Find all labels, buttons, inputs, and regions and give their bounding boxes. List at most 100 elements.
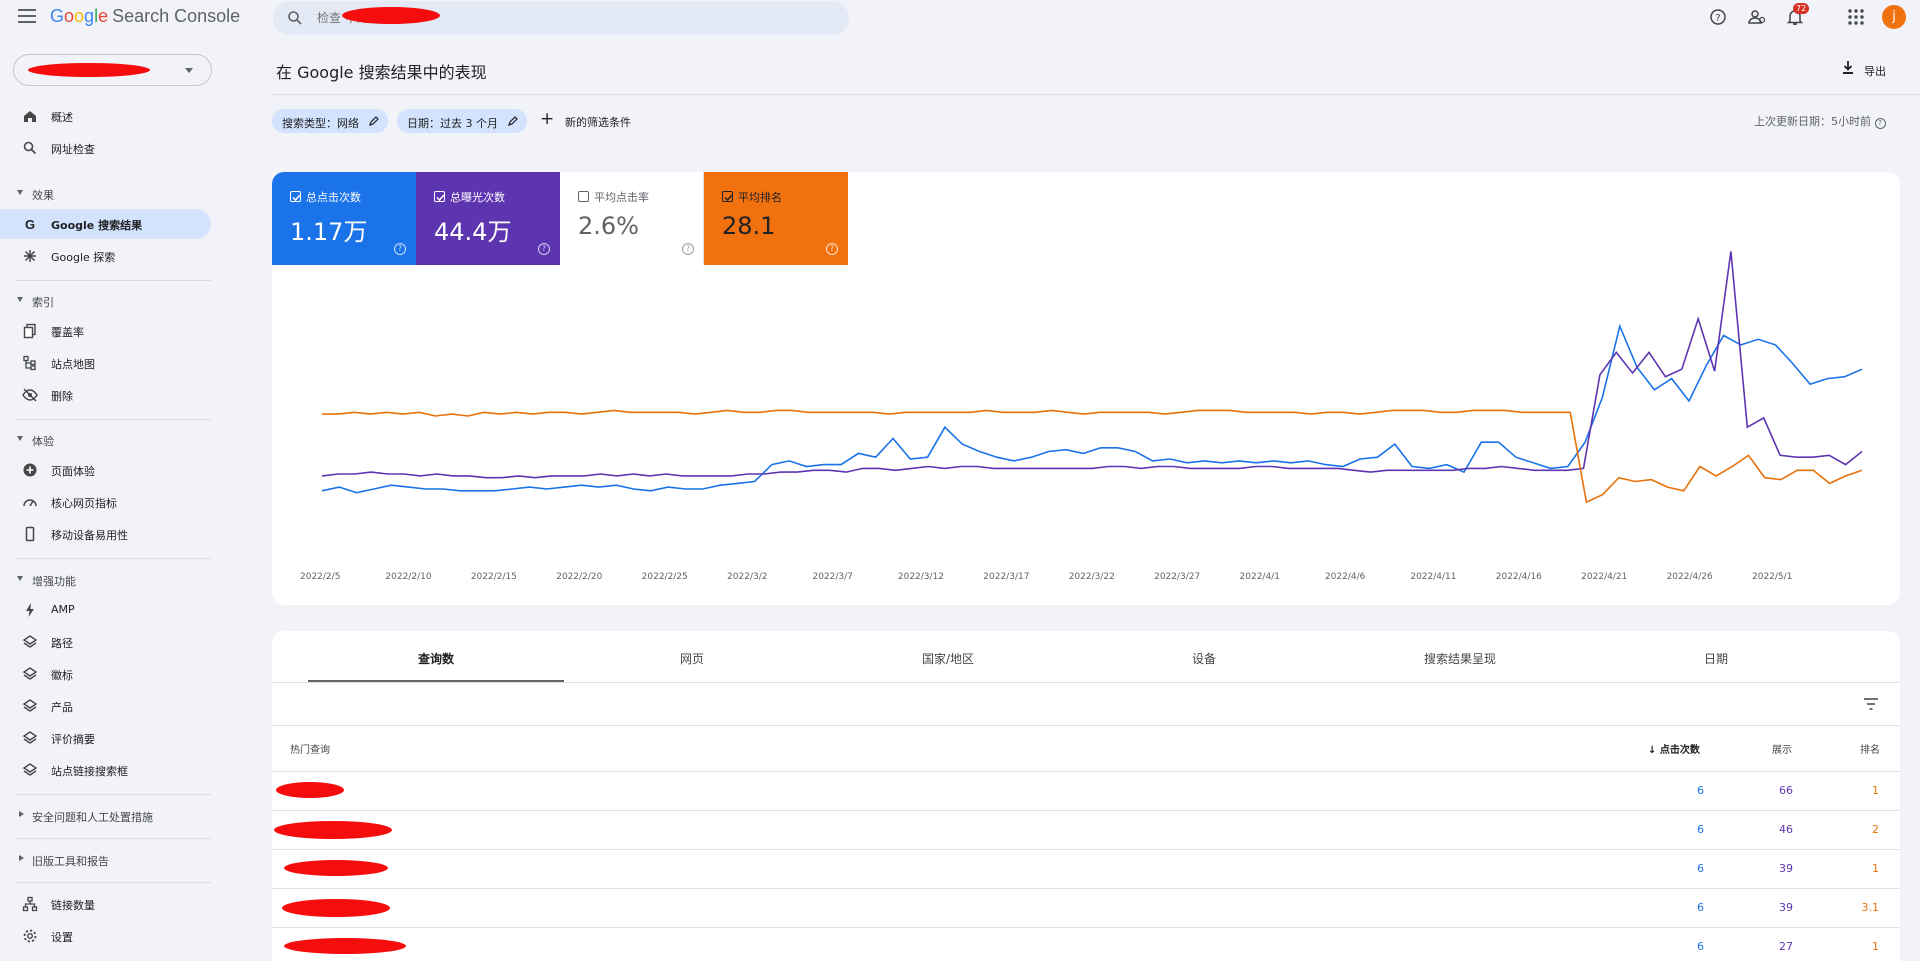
sidebar-item-mobile-usability[interactable]: 移动设备易用性 [0,519,211,549]
logo-letter: e [98,6,109,26]
pencil-icon [508,116,518,126]
sidebar-item-removals[interactable]: 删除 [0,380,211,410]
x-tick-label: 2022/4/11 [1410,572,1457,582]
help-icon[interactable]: ? [826,243,838,255]
table-row[interactable]: 6 46 2 [272,811,1900,850]
metric-total-clicks[interactable]: 总点击次数 1.17万 ? [272,172,416,265]
sidebar-item-logos[interactable]: 徽标 [0,659,211,689]
sidebar-item-settings[interactable]: 设置 [0,921,211,951]
sidebar-item-google-search-results[interactable]: G Google 搜索结果 [0,209,211,239]
help-icon[interactable]: ? [1709,8,1727,26]
asterisk-icon [24,250,36,262]
divider [272,927,1900,928]
cell-impressions: 66 [1779,784,1793,797]
sidebar-item-products[interactable]: 产品 [0,691,211,721]
product-name: Search Console [112,6,241,26]
table-row[interactable]: 6 39 1 [272,850,1900,889]
column-header-position[interactable]: 排名 [1860,745,1880,756]
section-label: 索引 [32,296,54,309]
sidebar-item-google-discover[interactable]: Google 探索 [0,241,211,271]
sidebar-item-sitemaps[interactable]: 站点地图 [0,348,211,378]
sidebar-section-legacy-tools[interactable]: 旧版工具和报告 [0,847,211,871]
column-header-clicks[interactable]: ↓ 点击次数 [1648,741,1700,756]
sidebar-item-sitelinks-searchbox[interactable]: 站点链接搜索框 [0,755,211,785]
plus-icon: + [540,109,555,129]
x-tick-label: 2022/2/10 [385,572,432,582]
sidebar-section-security[interactable]: 安全问题和人工处置措施 [0,803,211,827]
cell-position: 1 [1872,784,1879,797]
export-button[interactable]: 导出 [1840,59,1900,79]
sidebar-item-amp[interactable]: AMP [0,595,211,625]
search-input[interactable] [317,9,817,27]
table-row[interactable]: 6 66 1 [272,772,1900,811]
series-line-1 [321,251,1863,479]
tab-queries[interactable]: 查询数 [308,631,564,682]
sidebar-section-index[interactable]: 索引 [0,288,211,312]
sidebar-item-breadcrumbs[interactable]: 路径 [0,627,211,657]
metric-value: 28.1 [722,212,776,240]
phone-icon [25,526,35,542]
help-icon[interactable]: ? [682,243,694,255]
sidebar-item-url-inspection[interactable]: 网址检查 [0,133,211,163]
help-icon[interactable]: ? [1874,118,1886,129]
divider [272,771,1900,772]
layers-icon [22,667,38,680]
cell-position: 1 [1872,862,1879,875]
sidebar-item-label: 评价摘要 [51,733,95,746]
metric-avg-ctr[interactable]: 平均点击率 2.6% ? [560,172,704,265]
section-label: 旧版工具和报告 [32,855,109,868]
manage-users-icon[interactable] [1748,8,1766,26]
x-tick-label: 2022/3/22 [1068,572,1115,582]
cell-impressions: 39 [1779,862,1793,875]
sidebar-item-label: 路径 [51,637,73,650]
filter-chip-date[interactable]: 日期：过去 3 个月 [397,109,527,133]
last-updated-label: 上次更新日期：5小时前 [1754,115,1871,128]
apps-grid-icon[interactable] [1847,8,1865,26]
app-logo[interactable]: Google Search Console [50,6,240,27]
section-label: 体验 [32,435,54,448]
property-selector[interactable] [13,54,212,86]
url-inspect-search[interactable] [273,1,849,35]
sidebar-item-coverage[interactable]: 覆盖率 [0,316,211,346]
checkbox-unchecked-icon [578,191,589,202]
sidebar-item-page-experience[interactable]: 页面体验 [0,455,211,485]
tab-countries[interactable]: 国家/地区 [820,631,1076,682]
filter-chip-search-type[interactable]: 搜索类型：网络 [272,109,388,133]
tab-search-appearance[interactable]: 搜索结果呈现 [1332,631,1588,682]
sidebar-section-enhancements[interactable]: 增强功能 [0,567,211,591]
layers-icon [22,635,38,648]
sidebar-section-experience[interactable]: 体验 [0,427,211,451]
x-tick-label: 2022/2/20 [556,572,603,582]
layers-icon [22,731,38,744]
menu-icon[interactable] [18,9,36,23]
download-icon [1843,61,1853,74]
metric-avg-position[interactable]: 平均排名 28.1 ? [704,172,848,265]
table-row[interactable]: 6 27 1 [272,928,1900,961]
metric-total-impressions[interactable]: 总曝光次数 44.4万 ? [416,172,560,265]
sidebar-item-label: 页面体验 [51,465,95,478]
column-header-impressions[interactable]: 展示 [1772,745,1792,756]
sidebar-item-links[interactable]: 链接数量 [0,889,211,919]
sidebar-section-performance[interactable]: 效果 [0,181,211,205]
tab-dates[interactable]: 日期 [1588,631,1844,682]
metric-label: 平均排名 [738,191,782,204]
tab-pages[interactable]: 网页 [564,631,820,682]
help-icon[interactable]: ? [394,243,406,255]
help-icon[interactable]: ? [538,243,550,255]
tab-devices[interactable]: 设备 [1076,631,1332,682]
layers-icon [22,763,38,776]
table-row[interactable]: 6 39 3.1 [272,889,1900,928]
eye-off-icon [22,388,38,402]
divider [272,888,1900,889]
logo-letter: l [94,6,99,26]
collapsed-arrow-icon [19,855,24,861]
sidebar-item-review-snippets[interactable]: 评价摘要 [0,723,211,753]
sidebar-item-core-web-vitals[interactable]: 核心网页指标 [0,487,211,517]
divider [16,838,211,839]
divider [272,725,1900,726]
sort-down-icon: ↓ [1648,745,1660,756]
sidebar-item-overview[interactable]: 概述 [0,101,211,131]
cell-clicks: 6 [1697,940,1704,953]
avatar[interactable]: j [1882,5,1906,29]
filter-rows-icon[interactable] [1863,697,1879,711]
